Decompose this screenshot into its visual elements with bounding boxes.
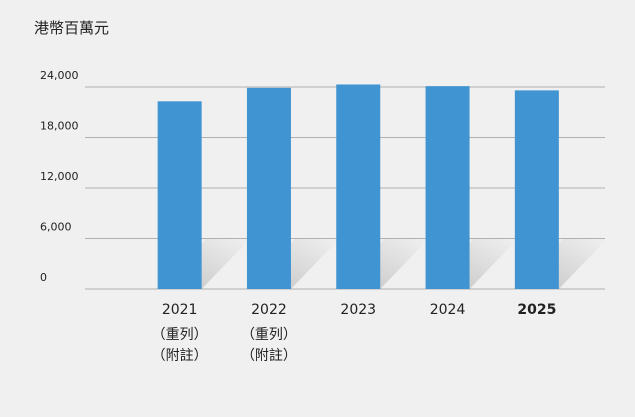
category-note: （重列）: [241, 327, 297, 343]
bar: [246, 87, 291, 289]
category-note: （附註）: [152, 348, 208, 364]
y-tick-label: 18,000: [40, 120, 79, 133]
bar: [157, 101, 202, 289]
x-tick-label: 2021: [162, 302, 198, 318]
bar: [425, 86, 470, 290]
bar: [514, 90, 559, 289]
bar: [336, 84, 381, 289]
y-tick-label: 6,000: [40, 221, 72, 234]
category-note: （附註）: [241, 348, 297, 364]
y-tick-label: 12,000: [40, 170, 79, 183]
x-tick-label: 2022: [251, 302, 287, 318]
x-tick-label: 2024: [430, 302, 466, 318]
y-tick-label: 24,000: [40, 69, 79, 82]
chart-title: 港幣百萬元: [34, 19, 109, 37]
x-tick-label: 2025: [517, 302, 556, 318]
category-note: （重列）: [152, 327, 208, 343]
y-tick-label: 0: [40, 271, 47, 284]
x-tick-label: 2023: [340, 302, 376, 318]
